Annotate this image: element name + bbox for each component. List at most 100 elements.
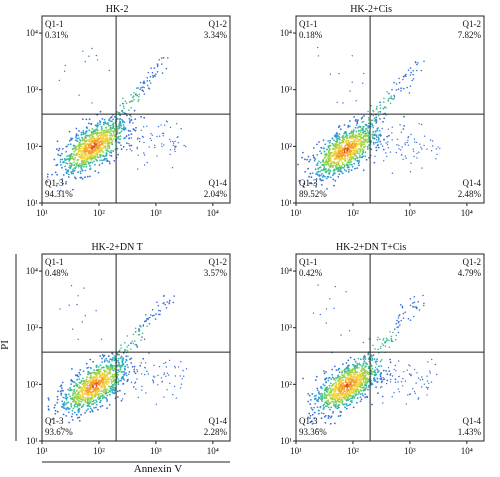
event-dot bbox=[328, 173, 331, 175]
event-dot bbox=[124, 100, 127, 102]
event-dot bbox=[333, 397, 336, 399]
event-dot bbox=[404, 380, 407, 382]
event-dot bbox=[113, 389, 116, 392]
event-dot bbox=[160, 124, 162, 126]
event-dot bbox=[142, 325, 145, 327]
event-dot bbox=[134, 118, 137, 120]
event-dot bbox=[338, 133, 341, 136]
event-dot bbox=[71, 328, 74, 330]
event-dot bbox=[337, 162, 340, 165]
event-dot bbox=[100, 147, 102, 150]
event-dot bbox=[138, 93, 141, 96]
event-dot bbox=[322, 147, 325, 150]
event-dot bbox=[364, 382, 366, 384]
event-dot bbox=[68, 130, 71, 133]
event-dot bbox=[339, 385, 342, 388]
event-dot bbox=[341, 385, 344, 388]
event-dot bbox=[169, 299, 171, 302]
event-dot bbox=[329, 166, 332, 169]
event-dot bbox=[345, 140, 347, 143]
event-dot bbox=[179, 387, 182, 389]
event-dot bbox=[105, 140, 107, 143]
event-dot bbox=[344, 159, 347, 162]
event-dot bbox=[367, 126, 370, 129]
quadrant-name: Q1-2 bbox=[209, 19, 228, 29]
event-dot bbox=[354, 366, 357, 369]
event-dot bbox=[79, 176, 82, 179]
event-dot bbox=[172, 393, 174, 396]
event-dot bbox=[96, 150, 99, 152]
event-dot bbox=[322, 383, 325, 386]
event-dot bbox=[398, 81, 401, 84]
event-dot bbox=[163, 396, 165, 398]
event-dot bbox=[426, 388, 429, 390]
event-dot bbox=[329, 298, 331, 300]
event-dot bbox=[332, 401, 335, 403]
event-dot bbox=[370, 382, 373, 384]
quadrant-name: Q1-3 bbox=[45, 416, 64, 426]
event-dot bbox=[380, 143, 382, 145]
event-dot bbox=[57, 153, 59, 156]
event-dot bbox=[67, 170, 69, 173]
event-dot bbox=[409, 393, 411, 395]
event-dot bbox=[378, 134, 380, 137]
event-dot bbox=[346, 397, 349, 400]
event-dot bbox=[423, 383, 425, 385]
event-dot bbox=[64, 165, 66, 168]
event-dot bbox=[348, 364, 350, 367]
event-dot bbox=[334, 384, 337, 387]
event-dot bbox=[116, 364, 119, 367]
event-dot bbox=[90, 137, 93, 140]
event-dot bbox=[356, 383, 358, 386]
event-dot bbox=[98, 389, 100, 392]
event-dot bbox=[102, 123, 105, 126]
event-dot bbox=[83, 132, 86, 135]
event-dot bbox=[343, 132, 345, 135]
event-dot bbox=[173, 295, 175, 297]
event-dot bbox=[89, 402, 92, 404]
event-dot bbox=[104, 385, 107, 388]
event-dot bbox=[78, 420, 81, 422]
event-dot bbox=[338, 382, 340, 385]
event-dot bbox=[99, 355, 102, 357]
event-dot bbox=[105, 157, 108, 160]
event-dot bbox=[143, 154, 146, 156]
event-dot bbox=[82, 403, 85, 406]
event-dot bbox=[99, 395, 102, 398]
event-dot bbox=[108, 145, 111, 148]
event-dot bbox=[393, 96, 396, 98]
event-dot bbox=[118, 122, 121, 125]
event-dot bbox=[101, 149, 103, 152]
event-dot bbox=[122, 383, 124, 385]
event-dot bbox=[109, 387, 112, 390]
event-dot bbox=[340, 166, 343, 169]
event-dot bbox=[79, 154, 81, 157]
event-dot bbox=[338, 398, 340, 400]
event-dot bbox=[149, 75, 152, 78]
event-dot bbox=[79, 400, 81, 402]
event-dot bbox=[340, 334, 342, 336]
event-dot bbox=[327, 403, 330, 406]
event-dot bbox=[320, 184, 323, 186]
event-dot bbox=[329, 397, 332, 399]
event-dot bbox=[388, 346, 391, 349]
event-dot bbox=[92, 360, 94, 363]
event-dot bbox=[95, 387, 97, 390]
event-dot bbox=[340, 170, 342, 173]
event-dot bbox=[102, 379, 105, 382]
event-dot bbox=[144, 367, 146, 369]
event-dot bbox=[435, 148, 437, 150]
event-dot bbox=[386, 379, 389, 382]
event-dot bbox=[89, 358, 92, 361]
event-dot bbox=[383, 138, 386, 141]
event-dot bbox=[107, 122, 109, 124]
event-dot bbox=[64, 159, 66, 162]
flow-panel-1: HK-2Q1-10.31%Q1-23.34%Q1-394.31%Q1-42.04… bbox=[26, 4, 231, 218]
event-dot bbox=[85, 390, 88, 392]
event-dot bbox=[342, 382, 344, 385]
event-dot bbox=[336, 400, 339, 403]
event-dot bbox=[350, 386, 353, 389]
event-dot bbox=[94, 376, 97, 379]
event-dot bbox=[359, 135, 362, 137]
event-dot bbox=[342, 142, 345, 144]
